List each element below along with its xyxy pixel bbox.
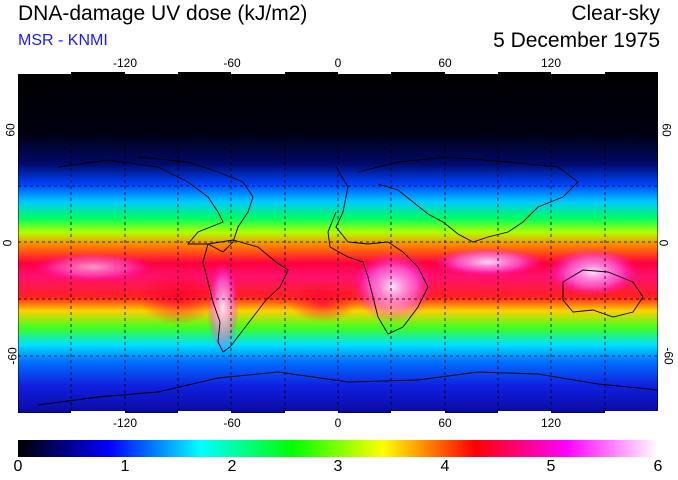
lon-tick-top: 0 [334, 56, 342, 70]
colorbar [18, 440, 658, 457]
colorbar-label: 3 [333, 458, 343, 475]
sky-condition: Clear-sky [571, 2, 660, 25]
uv-dose-map [18, 72, 658, 413]
coast-europe-africa [327, 166, 429, 335]
map-title: DNA-damage UV dose (kJ/m2) [18, 2, 308, 25]
lon-tick-bottom: 120 [540, 416, 562, 430]
colorbar-label: 4 [440, 458, 450, 475]
lat-tick-left: -60 [5, 347, 20, 365]
colorbar-label: 0 [13, 458, 23, 475]
uv-hotspot-indian-ocean [433, 248, 543, 276]
coast-australia [562, 269, 644, 318]
coast-south-america [202, 239, 289, 353]
lon-tick-bottom: -120 [112, 416, 138, 430]
uv-red-region-atlantic [288, 282, 358, 322]
coastlines [37, 156, 658, 406]
colorbar-label: 2 [227, 458, 237, 475]
map-frame [18, 72, 658, 413]
lat-tick-right: 60 [659, 123, 674, 137]
coast-antarctica [37, 371, 658, 406]
uv-hotspot-australia [548, 248, 638, 296]
lon-tick-bottom: 60 [438, 416, 452, 430]
colorbar-label: 1 [120, 458, 130, 475]
lat-tick-left: 60 [3, 123, 18, 137]
map-source: MSR - KNMI [18, 32, 108, 49]
colorbar-label: 5 [546, 458, 556, 475]
map-date: 5 December 1975 [493, 29, 660, 52]
lon-tick-bottom: -60 [223, 416, 241, 430]
lat-tick-right: 0 [656, 239, 671, 247]
lon-tick-bottom: 0 [334, 416, 342, 430]
lon-tick-top: 60 [438, 56, 452, 70]
uv-hotspot-pacific [33, 253, 153, 281]
colorbar-label: 6 [653, 458, 663, 475]
uv-hotspot-southern-africa [353, 252, 433, 322]
lon-tick-top: -120 [112, 56, 138, 70]
lat-tick-right: -60 [661, 347, 676, 365]
lat-tick-left: 0 [0, 239, 15, 247]
coast-asia [357, 156, 579, 243]
lon-tick-top: 120 [540, 56, 562, 70]
map-canvas [18, 72, 658, 413]
lon-tick-top: -60 [223, 56, 241, 70]
grid-lines [18, 72, 658, 413]
